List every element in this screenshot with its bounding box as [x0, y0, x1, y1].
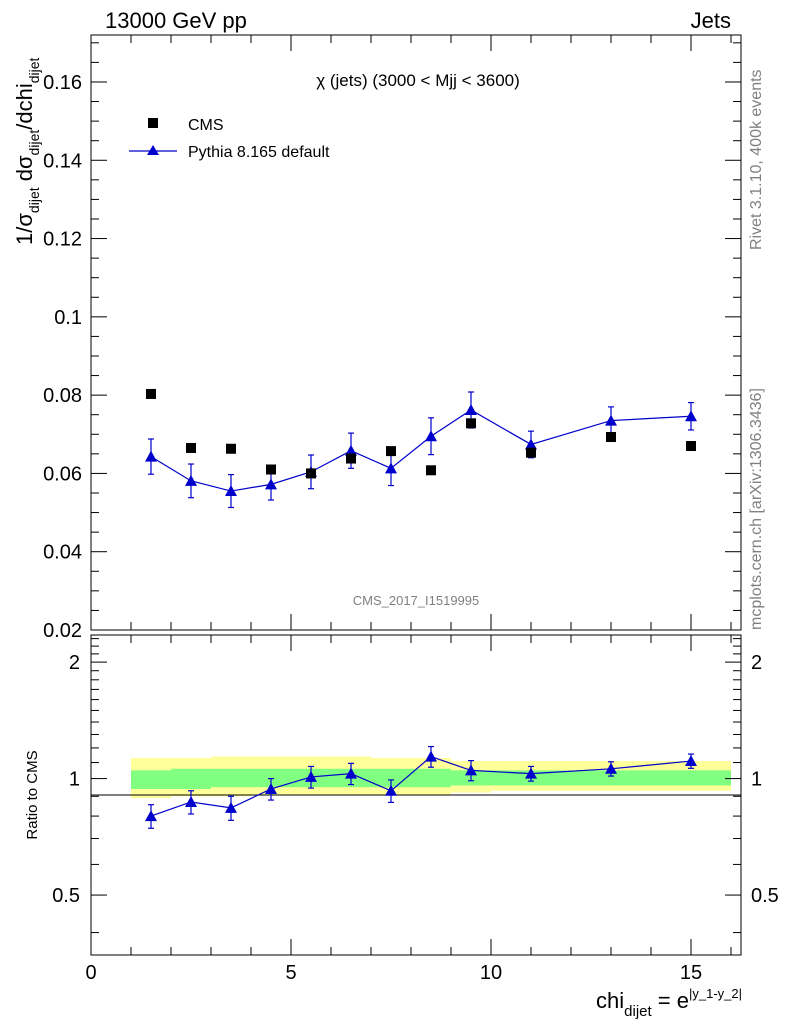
cms-point — [526, 447, 536, 458]
cms-point — [606, 432, 616, 443]
ratio-ytick-label-right: 2 — [751, 652, 762, 674]
ratio-marks — [145, 745, 697, 829]
ratio-point — [525, 767, 537, 779]
mc-point — [145, 450, 157, 462]
main-ytick-label: 0.06 — [43, 463, 82, 485]
cms-point — [266, 464, 276, 475]
ratio-ytick-label-right: 0.5 — [751, 885, 779, 907]
mc-point — [185, 474, 197, 486]
mc-point — [685, 410, 697, 422]
band-inner — [651, 770, 731, 786]
main-ytick-label: 0.16 — [43, 72, 82, 94]
ratio-point — [685, 755, 697, 767]
ratio-point — [305, 770, 317, 782]
mc-point — [385, 462, 397, 474]
ratio-point — [145, 810, 157, 822]
ratio-point — [425, 750, 437, 762]
xtick-label: 10 — [480, 962, 502, 984]
mc-point — [265, 478, 277, 490]
main-title: χ (jets) (3000 < Mjj < 3600) — [316, 71, 520, 90]
header-left: 13000 GeV pp — [105, 8, 247, 33]
main-frame — [90, 34, 742, 631]
mc-point — [605, 414, 617, 426]
legend-mc-marker — [147, 145, 159, 155]
ratio-point — [385, 784, 397, 796]
mc-point — [465, 404, 477, 416]
ratio-ytick-label: 2 — [69, 652, 80, 674]
main-ytick-label: 0.14 — [43, 150, 82, 172]
cms-point — [686, 441, 696, 452]
cms-point — [346, 453, 356, 464]
main-ytick-label: 0.12 — [43, 229, 82, 251]
main-marks — [145, 388, 697, 509]
mc-point — [525, 438, 537, 450]
band-inner — [411, 768, 451, 788]
cms-point — [186, 442, 196, 453]
cms-point — [226, 443, 236, 454]
main-ylabel: 1/σdijet dσdijet/dchidijet — [12, 57, 42, 245]
ratio-line — [150, 755, 692, 817]
watermark: CMS_2017_I1519995 — [353, 593, 480, 608]
rivet-label: Rivet 3.1.10, 400k events — [748, 69, 765, 250]
cms-point — [386, 446, 396, 457]
cms-point — [426, 465, 436, 476]
xtick-label: 0 — [85, 962, 96, 984]
legend-mc-label: Pythia 8.165 default — [188, 144, 330, 161]
main-ticks: 0.02 0.04 0.06 0.08 0.1 0.12 0.14 0.16 — [43, 35, 741, 642]
ratio-ytick-label: 0.5 — [52, 885, 80, 907]
ratio-ytick-label: 1 — [69, 769, 80, 791]
ratio-point — [465, 764, 477, 776]
cms-point — [306, 468, 316, 479]
band-inner — [131, 770, 171, 789]
ratio-frame — [90, 634, 742, 956]
main-ytick-label: 0.08 — [43, 385, 82, 407]
main-ytick-label: 0.02 — [43, 620, 82, 642]
ratio-point — [185, 795, 197, 807]
main-ytick-label: 0.04 — [43, 542, 82, 564]
band-inner — [571, 770, 651, 786]
mc-line — [150, 409, 692, 492]
x-axis-label: chidijet = e|y_1-y_2| — [596, 986, 742, 1020]
ratio-band — [131, 756, 731, 799]
ratio-panel: 0.5 0.5 1 1 2 2 0 5 10 15 Ratio to CMS chidijet =… — [24, 634, 779, 1020]
band-inner — [211, 768, 251, 788]
ratio-ytick-label-right: 1 — [751, 769, 762, 791]
legend-cms-label: CMS — [188, 117, 224, 134]
legend: CMS Pythia 8.165 default — [129, 117, 330, 161]
cms-point — [146, 388, 156, 399]
mc-point — [225, 485, 237, 497]
header-right: Jets — [691, 8, 731, 33]
xtick-label: 5 — [285, 962, 296, 984]
ratio-point — [225, 801, 237, 813]
mc-point — [345, 444, 357, 456]
ratio-ylabel: Ratio to CMS — [24, 750, 41, 839]
xtick-label: 15 — [680, 962, 702, 984]
mcplots-label: mcplots.cern.ch [arXiv:1306.3436] — [748, 388, 765, 630]
ratio-point — [605, 762, 617, 774]
ratio-point — [265, 782, 277, 794]
mc-point — [425, 430, 437, 442]
main-panel: 0.02 0.04 0.06 0.08 0.1 0.12 0.14 0.16 χ (jets)… — [12, 34, 742, 642]
band-inner — [171, 768, 211, 789]
ratio-ticks: 0.5 0.5 1 1 2 2 0 5 10 15 — [52, 635, 779, 984]
cms-point — [466, 418, 476, 429]
legend-cms-marker — [148, 118, 158, 128]
main-ytick-label: 0.1 — [54, 307, 82, 329]
ratio-point — [345, 767, 357, 779]
